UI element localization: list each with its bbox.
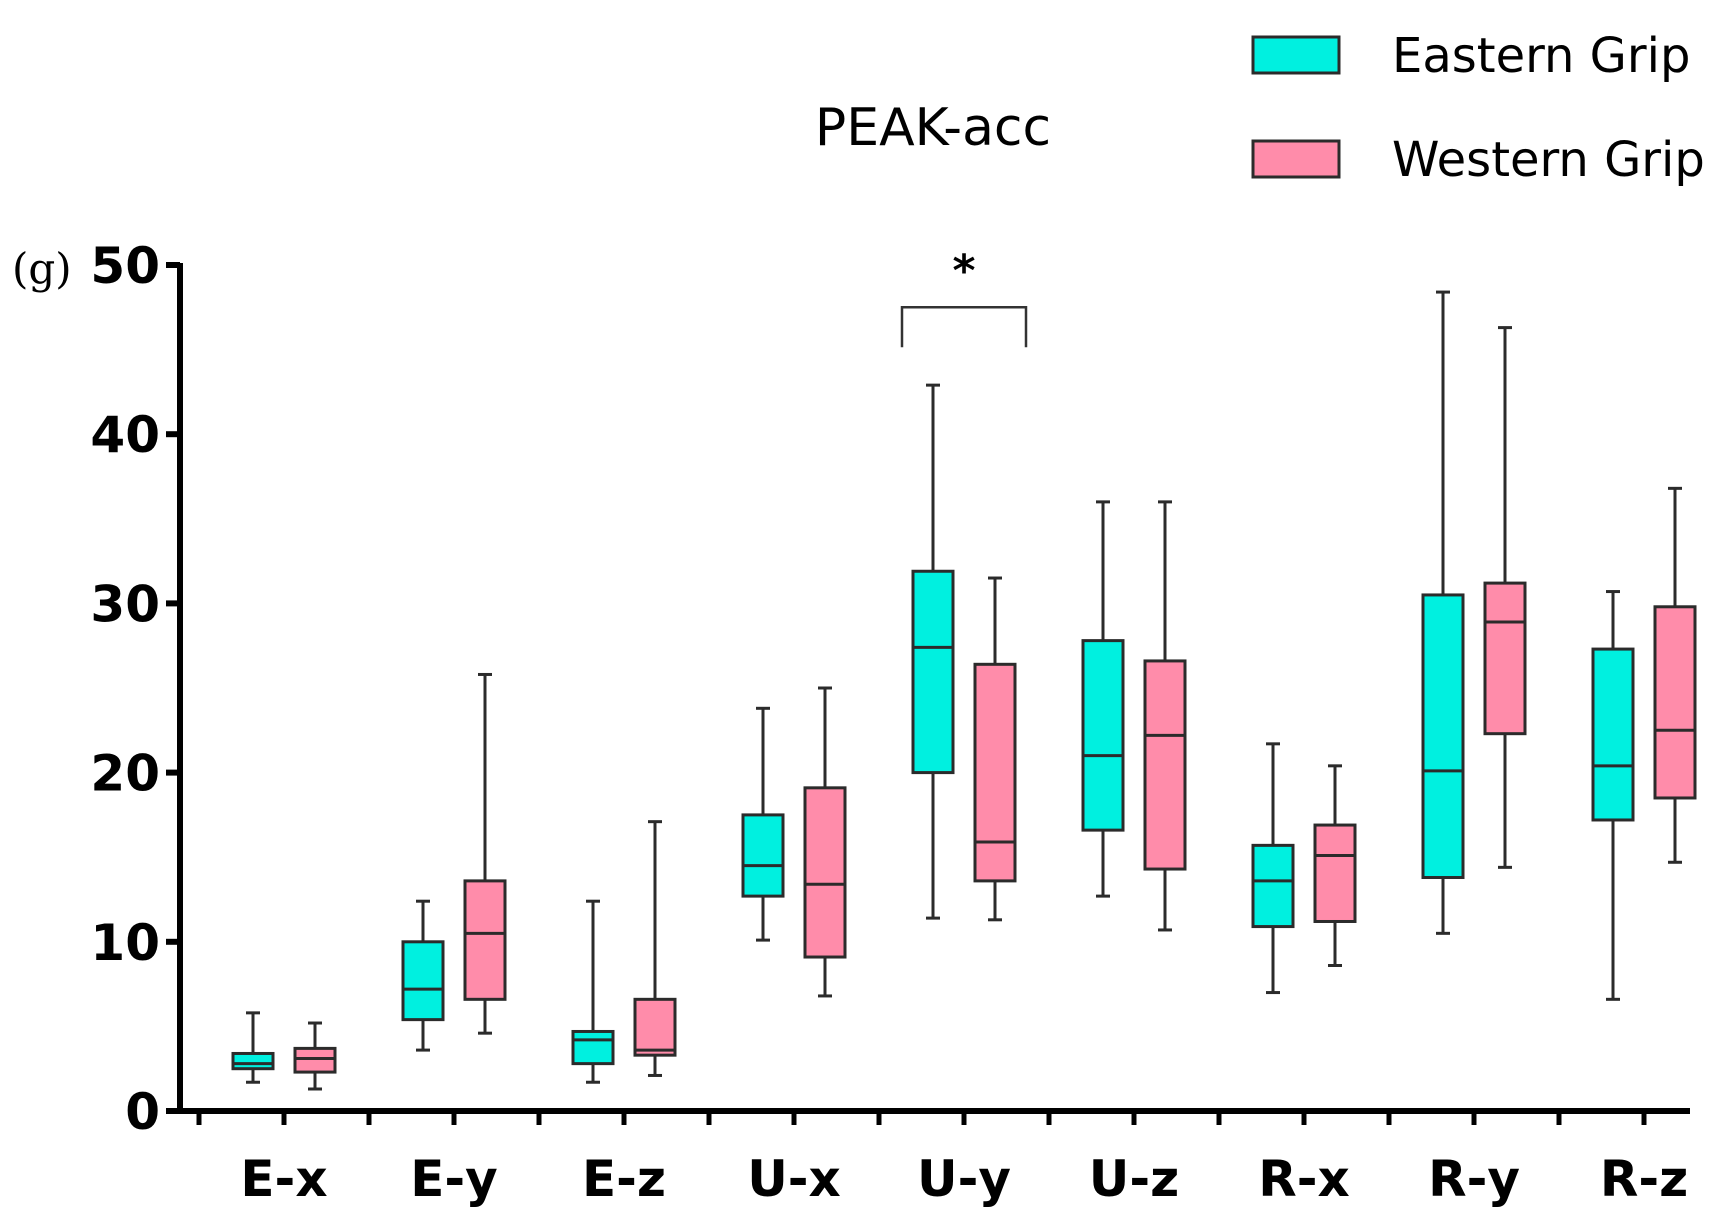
box-western-grip-u-z bbox=[1143, 500, 1187, 932]
box-iqr bbox=[1081, 639, 1125, 832]
significance-star: * bbox=[952, 245, 975, 296]
box-iqr bbox=[1313, 823, 1357, 923]
y-tick-label: 10 bbox=[90, 914, 160, 972]
box-eastern-grip-e-z bbox=[571, 899, 615, 1084]
box-eastern-grip-r-y bbox=[1421, 290, 1465, 935]
legend-swatch-eastern-grip bbox=[1251, 35, 1341, 75]
box-western-grip-r-y bbox=[1483, 326, 1527, 869]
box-iqr bbox=[401, 940, 445, 1022]
box-eastern-grip-u-x bbox=[741, 706, 785, 942]
box-eastern-grip-e-x bbox=[231, 1011, 275, 1084]
x-tick-label-u-z: U-z bbox=[1089, 1150, 1179, 1208]
y-tick-label: 40 bbox=[90, 406, 160, 464]
x-tick-label-e-y: E-y bbox=[410, 1150, 498, 1208]
chart-title: PEAK-acc bbox=[815, 98, 1051, 158]
legend-label-eastern-grip: Eastern Grip bbox=[1392, 28, 1690, 84]
box-western-grip-u-y bbox=[973, 576, 1017, 922]
box-iqr bbox=[1251, 843, 1295, 929]
box-western-grip-e-x bbox=[293, 1021, 337, 1091]
y-axis: 0 10 20 30 40 50 bbox=[90, 237, 183, 1141]
y-tick-label: 50 bbox=[90, 237, 160, 295]
x-tick-label-e-z: E-z bbox=[582, 1150, 666, 1208]
box-western-grip-r-z bbox=[1653, 486, 1697, 864]
legend-swatch-western-grip bbox=[1251, 139, 1341, 179]
box-western-grip-u-x bbox=[803, 686, 847, 998]
legend-label-western-grip: Western Grip bbox=[1392, 132, 1705, 188]
significance-annotations: * bbox=[900, 245, 1028, 348]
box-iqr bbox=[571, 1029, 615, 1066]
x-tick-label-r-x: R-x bbox=[1258, 1150, 1350, 1208]
significance-bracket bbox=[900, 306, 1028, 348]
y-tick-label: 20 bbox=[90, 745, 160, 803]
box-iqr bbox=[803, 786, 847, 959]
x-tick-label-e-x: E-x bbox=[240, 1150, 327, 1208]
plot-area bbox=[231, 290, 1697, 1091]
box-iqr bbox=[1483, 581, 1527, 736]
box-eastern-grip-u-y bbox=[911, 383, 955, 920]
box-eastern-grip-e-y bbox=[401, 899, 445, 1052]
box-western-grip-e-z bbox=[633, 820, 677, 1077]
x-tick-label-r-z: R-z bbox=[1600, 1150, 1688, 1208]
y-tick-label: 30 bbox=[90, 575, 160, 633]
box-eastern-grip-r-z bbox=[1591, 590, 1635, 1001]
x-tick-label-u-x: U-x bbox=[747, 1150, 841, 1208]
x-axis: E-x E-y E-z U-x U-y U-z R-x R-y R-z bbox=[177, 1108, 1690, 1208]
box-iqr bbox=[741, 813, 785, 898]
box-iqr bbox=[1143, 659, 1187, 871]
box-iqr bbox=[911, 569, 955, 775]
box-iqr bbox=[973, 662, 1017, 883]
legend: Eastern Grip Western Grip bbox=[1251, 28, 1705, 188]
box-iqr bbox=[463, 879, 507, 1001]
box-iqr bbox=[1591, 647, 1635, 822]
box-iqr bbox=[633, 997, 677, 1057]
x-tick-label-r-y: R-y bbox=[1428, 1150, 1520, 1208]
y-tick-label: 0 bbox=[125, 1083, 160, 1141]
box-western-grip-r-x bbox=[1313, 764, 1357, 967]
y-axis-unit-label: (g) bbox=[12, 244, 72, 293]
box-iqr bbox=[293, 1046, 337, 1074]
box-iqr bbox=[1653, 605, 1697, 800]
x-tick-label-u-y: U-y bbox=[917, 1150, 1011, 1208]
box-western-grip-e-y bbox=[463, 672, 507, 1035]
box-iqr bbox=[1421, 593, 1465, 880]
box-eastern-grip-u-z bbox=[1081, 500, 1125, 898]
box-eastern-grip-r-x bbox=[1251, 742, 1295, 995]
box-iqr bbox=[231, 1051, 275, 1071]
